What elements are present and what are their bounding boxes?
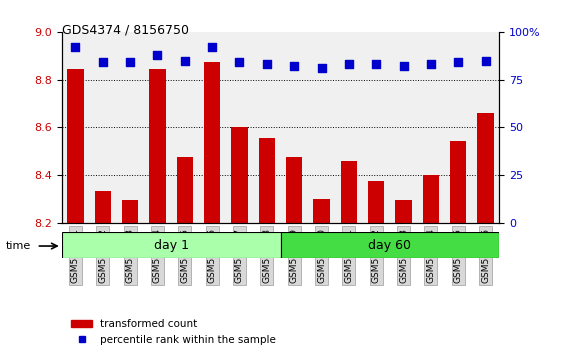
- Bar: [259, 138, 275, 223]
- Point: [289, 63, 298, 69]
- Bar: [94, 191, 111, 223]
- Bar: [341, 161, 357, 223]
- Point: [399, 63, 408, 69]
- Point: [317, 65, 326, 71]
- Bar: [477, 113, 494, 223]
- Point: [235, 59, 244, 65]
- Bar: [368, 181, 384, 223]
- Bar: [280, 232, 499, 258]
- Point: [208, 44, 217, 50]
- Bar: [204, 62, 220, 223]
- Point: [372, 62, 381, 67]
- Point: [71, 44, 80, 50]
- Point: [153, 52, 162, 58]
- Text: day 1: day 1: [154, 239, 188, 252]
- Bar: [423, 175, 439, 223]
- Point: [426, 62, 435, 67]
- Text: day 60: day 60: [369, 239, 411, 252]
- Point: [180, 58, 189, 63]
- Text: time: time: [6, 241, 31, 251]
- Bar: [396, 200, 412, 223]
- Bar: [231, 127, 247, 223]
- Legend: transformed count, percentile rank within the sample: transformed count, percentile rank withi…: [67, 315, 280, 349]
- Bar: [62, 232, 280, 258]
- Bar: [67, 69, 84, 223]
- Bar: [286, 157, 302, 223]
- Bar: [313, 199, 330, 223]
- Point: [481, 58, 490, 63]
- Bar: [149, 69, 165, 223]
- Text: GDS4374 / 8156750: GDS4374 / 8156750: [62, 23, 188, 36]
- Point: [344, 62, 353, 67]
- Point: [98, 59, 107, 65]
- Point: [126, 59, 135, 65]
- Bar: [122, 200, 138, 223]
- Bar: [450, 141, 467, 223]
- Point: [263, 62, 272, 67]
- Point: [454, 59, 463, 65]
- Bar: [177, 157, 193, 223]
